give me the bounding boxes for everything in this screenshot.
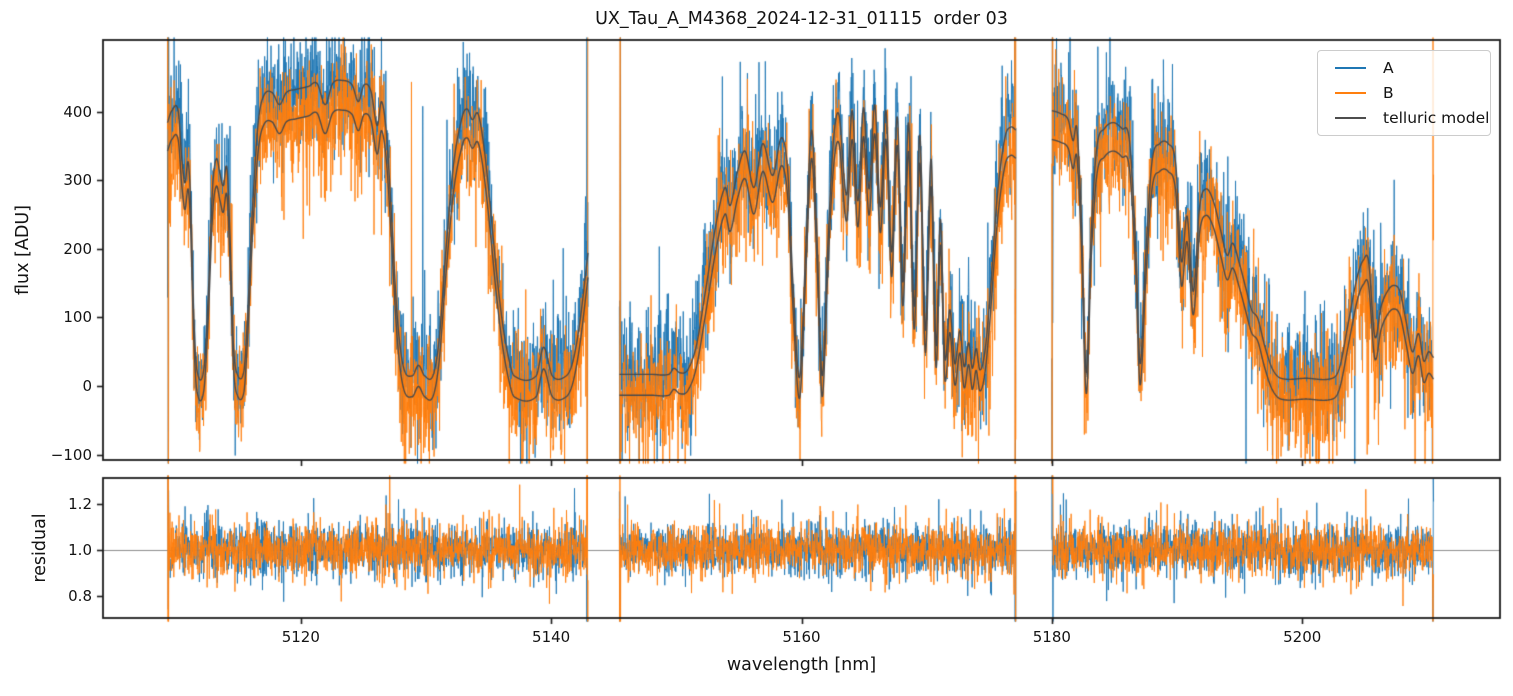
figure-title: UX_Tau_A_M4368_2024-12-31_01115 order 03 <box>595 9 1008 29</box>
flux-axis-label: flux [ADU] <box>13 205 33 295</box>
x-tick-label: 5160 <box>782 628 821 646</box>
legend-entry-a: A <box>1318 56 1490 80</box>
residual-tick-label: 1.0 <box>68 540 92 559</box>
legend-label-telluric-model: telluric model <box>1383 109 1490 128</box>
legend-label-a: A <box>1383 58 1394 77</box>
x-tick-label: 5200 <box>1283 628 1322 646</box>
residual-axis-label: residual <box>30 513 50 583</box>
series-a-line-swatch <box>1335 66 1366 69</box>
flux-tick-label: 200 <box>63 239 92 258</box>
flux-tick-label: 0 <box>82 377 92 395</box>
flux-tick-label: 300 <box>63 171 92 190</box>
x-tick-label: 5120 <box>281 628 320 646</box>
x-tick-label: 5140 <box>532 628 571 646</box>
residual-tick-label: 0.8 <box>68 587 92 606</box>
flux-tick-label: −100 <box>50 445 92 464</box>
flux-tick-label: 400 <box>63 102 92 121</box>
legend: A B telluric model <box>1317 50 1491 136</box>
wavelength-axis-label: wavelength [nm] <box>726 655 877 675</box>
telluric-model-line-swatch <box>1335 117 1366 120</box>
flux-tick-label: 100 <box>63 308 92 327</box>
legend-label-b: B <box>1383 83 1394 102</box>
legend-entry-b: B <box>1318 81 1490 105</box>
x-tick-label: 5180 <box>1032 628 1071 646</box>
series-b-line-swatch <box>1335 91 1366 94</box>
residual-tick-label: 1.2 <box>68 494 92 513</box>
legend-entry-telluric-model: telluric model <box>1318 106 1490 130</box>
